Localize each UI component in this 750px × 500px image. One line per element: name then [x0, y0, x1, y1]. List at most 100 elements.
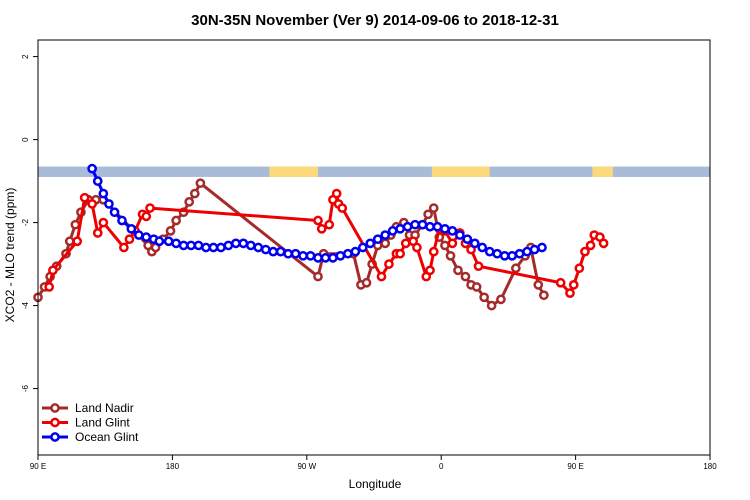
series-0-point-44 — [479, 292, 489, 303]
series-2-point-40 — [380, 230, 391, 240]
series-0-point-16 — [171, 215, 181, 226]
series-2-point-57 — [507, 250, 517, 261]
series-2-point-7 — [133, 230, 144, 240]
series-0-point-47 — [511, 263, 521, 274]
series-0-point-43 — [471, 282, 482, 292]
series-2-point-1 — [92, 176, 103, 186]
series-1-point-21 — [384, 259, 394, 269]
land-segment-2 — [592, 166, 613, 177]
series-1-point-15 — [324, 219, 335, 230]
series-0-point-21 — [313, 271, 323, 282]
series-0-point-45 — [486, 300, 497, 311]
series-2-point-26 — [275, 246, 286, 257]
x-axis-label: Longitude — [349, 477, 402, 491]
series-2-point-4 — [109, 207, 120, 218]
land-segment-1 — [431, 166, 490, 177]
legend-marker-2 — [50, 432, 60, 442]
series-1-point-23 — [395, 248, 405, 259]
series-0-point-39 — [445, 250, 456, 261]
series-0-point-25 — [361, 277, 372, 288]
chart-title: 30N-35N November (Ver 9) 2014-09-06 to 2… — [191, 12, 559, 29]
series-0-point-36 — [428, 203, 439, 213]
series-0-point-15 — [165, 226, 176, 236]
series-1-point-3 — [79, 192, 90, 203]
x-axis: 90 E 180 90 W 0 90 E 180 — [30, 455, 717, 471]
x-tick-label-4: 90 E — [567, 462, 583, 471]
series-1-point-37 — [555, 277, 566, 288]
series-1-point-14 — [316, 223, 327, 234]
land-segment-0 — [269, 166, 318, 177]
series-2-point-5 — [117, 215, 127, 226]
series-2-point-20 — [231, 238, 241, 249]
series-1-point-0 — [44, 282, 55, 292]
series-2-point-49 — [447, 226, 458, 236]
series-1-point-8 — [124, 234, 135, 245]
series-line-1 — [47, 192, 605, 295]
series-2-point-22 — [245, 240, 256, 251]
series-2-point-45 — [417, 219, 428, 230]
series-2-point-53 — [477, 242, 488, 253]
series-0-point-38 — [440, 240, 450, 251]
land-mask-band — [38, 166, 710, 177]
series-2-point-30 — [305, 250, 316, 261]
series-1-point-7 — [119, 242, 129, 253]
legend-label-1: Land Glint — [75, 416, 130, 430]
series-2-point-18 — [216, 242, 226, 253]
series-2-point-51 — [462, 234, 473, 245]
series-2-point-19 — [223, 240, 234, 251]
series-2-point-33 — [328, 253, 338, 263]
series-2-point-3 — [104, 199, 114, 209]
y-tick-label-1: 0 — [21, 137, 30, 142]
series-2-point-34 — [335, 250, 346, 261]
series-1-point-24 — [400, 238, 411, 249]
series-2-point-28 — [290, 248, 301, 259]
y-tick-label-2: -2 — [21, 218, 30, 226]
series-2-point-2 — [98, 188, 109, 199]
series-0-point-50 — [533, 280, 544, 290]
series-2-point-29 — [298, 250, 308, 261]
series-0-point-35 — [423, 209, 433, 220]
legend-marker-1 — [50, 417, 60, 428]
series-1-point-20 — [376, 271, 387, 282]
series-1-point-17 — [331, 188, 342, 199]
series-0-point-19 — [189, 188, 200, 199]
series-1-point-42 — [585, 240, 596, 251]
series-2-point-17 — [208, 242, 219, 253]
series-2-point-46 — [425, 221, 435, 232]
series-2-point-47 — [432, 221, 443, 232]
series-2-point-16 — [201, 242, 211, 253]
series-1-point-26 — [412, 242, 422, 253]
series-2-point-48 — [440, 223, 450, 234]
series-2-point-61 — [537, 242, 547, 253]
series-1-point-28 — [425, 265, 435, 276]
series-2-point-14 — [186, 240, 196, 251]
series-1-point-45 — [598, 238, 609, 249]
series-0-point-51 — [539, 290, 549, 301]
series-2-point-8 — [141, 232, 152, 242]
series-2-point-12 — [171, 238, 181, 249]
legend-label-2: Ocean Glint — [75, 430, 139, 444]
series-2-point-11 — [163, 236, 174, 247]
series-2 — [87, 163, 547, 263]
series-0-point-20 — [195, 178, 206, 189]
series-0-point-6 — [70, 219, 81, 230]
series-2-point-50 — [455, 230, 465, 240]
y-axis: 2 0 -2 -4 -6 — [21, 54, 38, 392]
x-tick-label-0: 90 E — [30, 462, 46, 471]
plot-frame — [37, 39, 711, 456]
series-2-point-43 — [402, 221, 413, 232]
series-2-point-58 — [514, 248, 525, 259]
series-0-point-18 — [184, 197, 195, 207]
series-2-point-31 — [313, 253, 323, 263]
series-1-point-12 — [145, 203, 155, 213]
series-2-point-37 — [357, 242, 368, 253]
series-1-point-38 — [565, 288, 575, 298]
series-2-point-55 — [492, 248, 503, 259]
y-tick-label-0: 2 — [21, 54, 30, 59]
series-0-point-41 — [460, 271, 471, 282]
series-1-point-29 — [428, 246, 439, 257]
ocean-band — [38, 166, 710, 177]
x-tick-label-3: 0 — [439, 462, 444, 471]
